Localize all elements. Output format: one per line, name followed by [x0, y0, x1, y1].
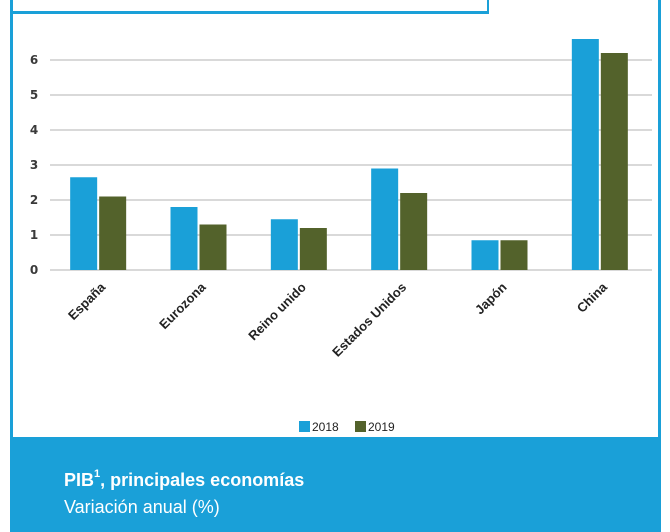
caption-title-rest: , principales economías [100, 470, 305, 490]
legend-swatch [299, 421, 310, 432]
bar-2018-3 [270, 219, 298, 270]
bar-2018-1 [70, 177, 98, 270]
caption-title: PIB1, principales economías [64, 464, 661, 492]
y-tick-label: 2 [30, 193, 38, 207]
caption-title-main: PIB [64, 470, 95, 490]
caption-footnote-mark: 1 [94, 468, 101, 480]
y-tick-label: 5 [30, 88, 38, 102]
x-category-label: España [65, 279, 109, 323]
legend-label: 2019 [368, 420, 395, 434]
y-tick-label: 1 [30, 228, 38, 242]
x-category-label: Reino unido [245, 279, 309, 343]
bar-2018-6 [571, 39, 599, 270]
x-category-label: Eurozona [156, 279, 209, 332]
bar-2019-3 [299, 228, 327, 270]
bar-2019-1 [99, 196, 127, 270]
x-axis-labels: España Eurozona Reino unido Estados Unidos J… [65, 279, 611, 360]
y-axis-ticks: 0 1 2 3 4 5 6 [30, 53, 38, 277]
frame-top-connector [10, 0, 489, 14]
bar-2019-6 [600, 53, 628, 270]
chart-frame [10, 0, 661, 440]
y-tick-label: 0 [30, 263, 38, 277]
legend: 2018 2019 [299, 420, 395, 434]
y-tick-label: 6 [30, 53, 38, 67]
x-category-label: China [574, 279, 611, 316]
x-category-label: Estados Unidos [329, 280, 409, 360]
gridlines [50, 59, 652, 271]
bar-chart: 0 1 2 3 4 5 6 España Eurozona Reino unido Estados… [30, 39, 652, 434]
bars [70, 39, 628, 270]
caption-subtitle: Variación anual (%) [64, 497, 220, 517]
legend-swatch [355, 421, 366, 432]
bar-2018-4 [371, 168, 399, 270]
bar-2018-2 [170, 207, 198, 270]
bar-2019-4 [400, 193, 428, 270]
bar-2018-5 [471, 240, 499, 270]
chart-caption: PIB1, principales economías Variación an… [10, 440, 661, 532]
y-tick-label: 4 [30, 123, 38, 137]
legend-label: 2018 [312, 420, 339, 434]
bar-2019-2 [199, 224, 227, 270]
x-category-label: Japón [472, 279, 510, 317]
bar-2019-5 [500, 240, 528, 270]
y-tick-label: 3 [30, 158, 38, 172]
